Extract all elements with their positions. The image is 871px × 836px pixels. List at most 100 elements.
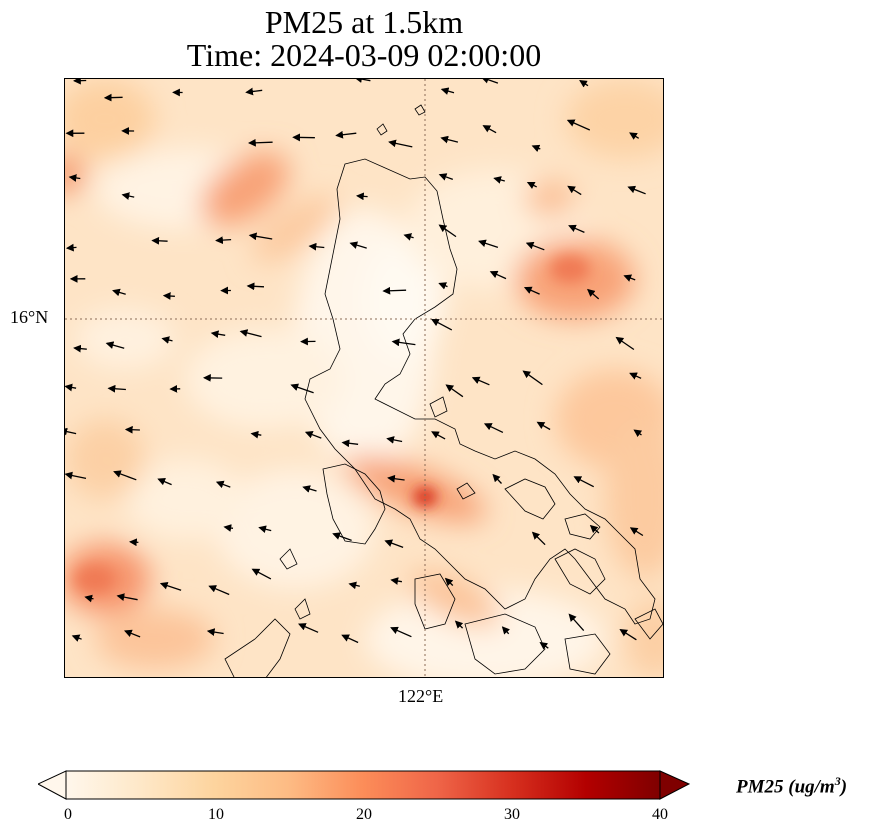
wind-arrow (539, 641, 549, 650)
wind-arrow (522, 370, 543, 386)
wind-arrow (390, 577, 403, 585)
wind-arrow (73, 344, 87, 353)
wind-arrow (341, 439, 359, 448)
wind-arrow (480, 79, 499, 84)
wind-arrow (65, 243, 77, 252)
wind-arrow (302, 485, 317, 493)
wind-arrow (568, 613, 585, 632)
lat-label-16n: 16°N (10, 307, 49, 327)
wind-arrow (151, 236, 168, 245)
title-line-2: Time: 2024-03-09 02:00:00 (186, 37, 542, 73)
wind-arrow (579, 79, 589, 88)
wind-arrow (493, 176, 505, 184)
wind-arrow (335, 130, 357, 139)
wind-arrow (250, 430, 262, 439)
wind-arrow (531, 144, 541, 153)
wind-arrow (290, 383, 314, 394)
wind-arrow (629, 132, 640, 140)
wind-arrow (438, 224, 457, 238)
wind-arrow (440, 87, 455, 95)
colorbar-min-extend (38, 770, 67, 800)
wind-arrow (587, 288, 600, 300)
wind-arrow (129, 538, 139, 547)
wind-arrow (482, 125, 497, 134)
wind-arrow (483, 423, 504, 433)
wind-arrow (568, 224, 585, 233)
colorbar-label-suffix: ) (840, 776, 848, 798)
wind-arrow (471, 376, 490, 386)
wind-arrow (573, 476, 594, 488)
colorbar-gradient (65, 770, 661, 800)
wind-arrow (525, 241, 545, 251)
wind-arrow (215, 480, 231, 489)
wind-arrow (298, 623, 319, 633)
wind-arrow (113, 470, 137, 481)
wind-arrow (431, 431, 446, 440)
wind-arrow (161, 336, 173, 344)
wind-arrow (65, 383, 77, 392)
colorbar-label: PM25 (ug/m3) (736, 774, 847, 798)
wind-arrow (105, 341, 125, 349)
wind-arrow (623, 274, 636, 282)
wind-arrow (629, 527, 644, 537)
wind-arrow (84, 594, 94, 603)
wind-arrow (251, 568, 272, 580)
wind-arrow (65, 471, 87, 480)
wind-arrow (68, 174, 81, 182)
wind-arrow (215, 236, 232, 244)
colorbar-tick-20: 20 (356, 806, 372, 823)
wind-arrow (615, 336, 635, 351)
wind-arrow (157, 478, 172, 486)
wind-arrow (629, 372, 642, 380)
wind-arrow (492, 473, 502, 484)
colorbar-tick-40: 40 (652, 806, 668, 823)
wind-arrow (523, 286, 540, 295)
wind-arrow (589, 524, 600, 534)
wind-arrow (445, 384, 464, 398)
colorbar-tick-0: 0 (64, 806, 72, 823)
wind-arrow (431, 318, 453, 331)
colorbar (38, 770, 690, 800)
wind-arrow (390, 626, 412, 638)
colorbar-max-extend (659, 770, 690, 800)
colorbar-tick-10: 10 (208, 806, 224, 823)
wind-vectors (65, 79, 646, 650)
wind-arrow (341, 634, 359, 644)
map-panel[interactable] (64, 78, 664, 678)
wind-arrow (489, 270, 507, 280)
colorbar-label-exponent: 3 (834, 774, 841, 788)
lon-label-122e: 122°E (398, 686, 444, 706)
wind-arrow (210, 330, 226, 339)
wind-arrow (531, 531, 546, 546)
wind-arrow (387, 474, 405, 483)
wind-arrow (248, 232, 273, 241)
wind-arrow (384, 539, 404, 549)
wind-arrow (308, 242, 325, 251)
wind-arrow (103, 93, 123, 102)
wind-arrow (248, 138, 273, 147)
wind-arrow (536, 421, 551, 431)
wind-arrow (438, 282, 448, 290)
wind-arrow (382, 286, 407, 295)
wind-arrow (124, 425, 140, 434)
title-line-1: PM25 at 1.5km (264, 4, 464, 40)
wind-arrow (121, 192, 135, 200)
wind-arrow (245, 87, 263, 96)
wind-arrow (619, 629, 637, 641)
colorbar-label-prefix: PM25 (ug/m (736, 776, 835, 798)
wind-arrow (454, 620, 464, 629)
wind-arrow (332, 532, 352, 542)
wind-arrow (403, 233, 414, 241)
wind-arrow (304, 430, 322, 439)
wind-arrow (444, 577, 454, 587)
colorbar-tick-30: 30 (504, 806, 520, 823)
wind-arrow (348, 581, 360, 590)
wind-arrow (633, 429, 643, 438)
wind-arrow (567, 185, 582, 196)
wind-arrow (107, 384, 126, 393)
wind-arrow (71, 634, 82, 642)
wind-arrow (566, 119, 591, 131)
wind-arrow (65, 427, 77, 436)
wind-arrow (440, 135, 459, 144)
wind-arrow (162, 292, 175, 300)
